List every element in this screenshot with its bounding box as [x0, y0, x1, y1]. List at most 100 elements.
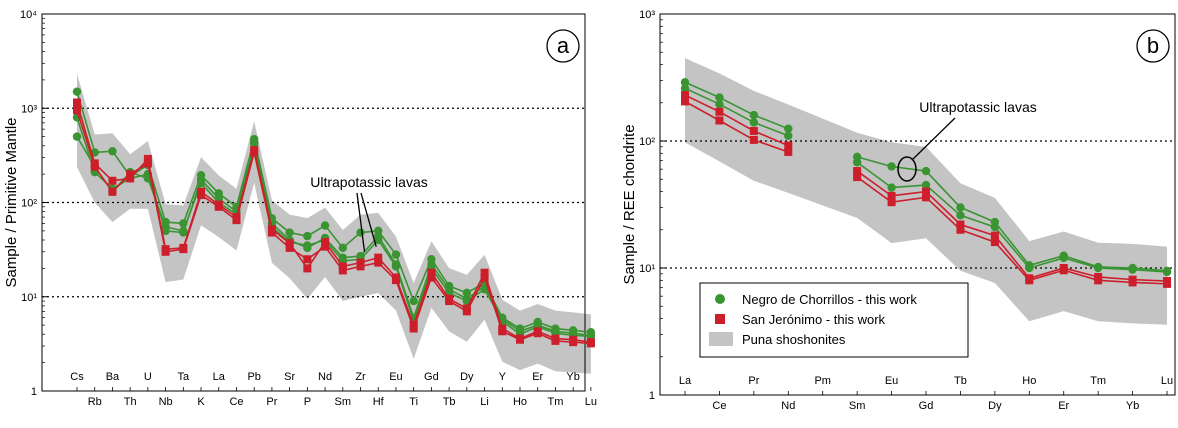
data-point	[427, 273, 436, 282]
data-point	[681, 97, 689, 106]
data-point	[551, 336, 560, 345]
data-point	[285, 243, 294, 252]
x-tick-label: Y	[499, 371, 507, 383]
data-point	[1094, 276, 1103, 285]
data-point	[480, 273, 489, 282]
data-point	[143, 159, 152, 168]
series-3	[681, 97, 1172, 288]
data-point	[179, 245, 188, 254]
data-point	[681, 91, 689, 100]
x-tick-label: Lu	[1161, 375, 1173, 387]
data-point	[1163, 279, 1172, 288]
x-tick-label: Li	[480, 396, 489, 408]
panel-letter: b	[1147, 33, 1159, 58]
x-tick-label: Sm	[335, 396, 352, 408]
x-tick-label: Ti	[409, 396, 418, 408]
x-tick-label: Sm	[849, 400, 866, 412]
data-point	[887, 191, 896, 200]
x-tick-label: Gd	[424, 371, 439, 383]
x-tick-label: Ce	[229, 396, 243, 408]
data-point	[214, 202, 223, 211]
annotation-leader	[911, 117, 956, 161]
panel-a: 1 10¹ 10² 10³ 10⁴ Sample / Primitive Mantle Cs…	[3, 9, 597, 408]
series-line	[684, 94, 1168, 282]
panel-letter-badge	[546, 29, 580, 63]
data-point	[232, 216, 241, 225]
data-point	[921, 180, 931, 190]
data-point	[680, 84, 690, 93]
x-tick-label: U	[144, 371, 152, 383]
x-tick-label: Ho	[1022, 375, 1036, 387]
data-point	[956, 220, 965, 229]
data-point	[749, 118, 759, 127]
data-point	[462, 288, 472, 298]
data-point	[480, 268, 489, 277]
data-point	[108, 187, 117, 196]
data-point	[303, 255, 312, 264]
data-point	[715, 107, 724, 116]
y-tick-label: 10³	[21, 103, 37, 115]
x-tick-label: Ce	[712, 400, 726, 412]
legend-marker	[715, 314, 725, 324]
x-tick-label: Pr	[748, 375, 759, 387]
data-point	[853, 167, 862, 176]
x-tick-label: Dy	[460, 371, 474, 383]
panel-b: 1 10¹ 10² 10³ Sample / REE chondrite La Ce Pr Nd…	[621, 9, 1176, 412]
data-point	[852, 158, 862, 167]
data-point	[990, 222, 1000, 232]
data-point	[374, 235, 383, 245]
data-point	[956, 225, 965, 234]
series-4	[73, 106, 595, 348]
data-point	[887, 198, 896, 207]
x-tick-label: La	[213, 371, 226, 383]
legend-marker	[715, 294, 725, 304]
legend-label: Puna shoshonites	[742, 332, 846, 347]
legend-label: San Jerónimo - this work	[742, 312, 886, 327]
data-point	[391, 262, 401, 271]
data-point	[267, 228, 276, 237]
legend-swatch	[709, 332, 733, 346]
data-point	[303, 241, 312, 250]
data-point	[516, 335, 524, 344]
x-tick-label: Tb	[954, 375, 967, 387]
x-tick-label: Tb	[443, 396, 456, 408]
data-point	[462, 307, 471, 316]
data-point	[749, 135, 758, 144]
data-point	[921, 166, 931, 176]
data-point	[321, 242, 330, 251]
data-point	[533, 329, 542, 338]
x-tick-label: K	[197, 396, 205, 408]
x-tick-label: Eu	[389, 371, 402, 383]
x-tick-label: Ta	[178, 371, 191, 383]
data-point	[1093, 263, 1103, 273]
data-point	[391, 250, 401, 259]
x-tick-label: Rb	[88, 396, 102, 408]
x-tick-label: La	[679, 375, 692, 387]
data-point	[715, 99, 724, 109]
data-point	[749, 126, 758, 135]
y-tick-label: 1	[649, 390, 655, 402]
data-point	[161, 222, 170, 232]
x-tick-label: Yb	[1126, 400, 1139, 412]
x-tick-label: Tm	[547, 396, 563, 408]
data-point	[303, 264, 312, 273]
annotation-leader	[360, 192, 377, 247]
x-tick-label: Th	[124, 396, 137, 408]
x-tick-label: Eu	[885, 375, 898, 387]
x-tick-label: Ho	[513, 396, 527, 408]
data-point	[108, 176, 117, 185]
x-tick-label: Er	[532, 371, 543, 383]
data-point	[1025, 276, 1034, 285]
data-point	[784, 131, 793, 140]
data-point	[338, 266, 347, 275]
data-point	[161, 247, 170, 256]
x-tick-label: Sr	[284, 371, 295, 383]
x-tick-label: Hf	[373, 396, 385, 408]
data-point	[922, 193, 931, 202]
series-line	[684, 100, 1168, 285]
data-point	[1059, 253, 1068, 263]
data-point	[715, 116, 724, 125]
x-tick-label: Tm	[1090, 375, 1106, 387]
